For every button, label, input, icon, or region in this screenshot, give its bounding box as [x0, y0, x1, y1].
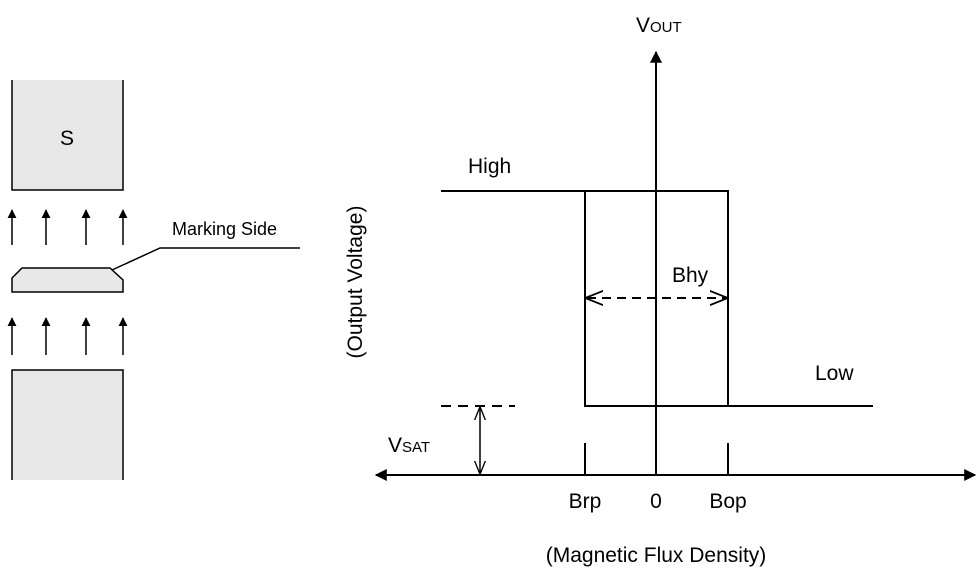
marking-side-label: Marking Side [172, 219, 277, 239]
magnet-bottom [11, 369, 124, 480]
low-label: Low [815, 362, 854, 385]
hysteresis-label: Bhy [672, 264, 709, 287]
sensor-package [11, 267, 124, 293]
x-tick-label: 0 [650, 490, 662, 513]
y-title-main: V [636, 14, 650, 37]
leader-line [111, 247, 300, 271]
y-title-sub: OUT [650, 19, 682, 36]
high-label: High [468, 155, 511, 178]
x-tick-label: Bop [709, 490, 746, 513]
hysteresis-loop [584, 190, 729, 407]
magnet-top [11, 80, 124, 191]
saturation-label: VSAT [388, 434, 430, 457]
sat-sub: SAT [402, 439, 430, 456]
magnet-label: S [60, 127, 74, 150]
y-axis-label: (Output Voltage) [344, 206, 367, 359]
field-arrows-bottom [7, 317, 128, 355]
x-axis-label: (Magnetic Flux Density) [546, 544, 767, 567]
y-axis-title: VOUT [636, 14, 682, 37]
sat-main: V [388, 434, 402, 457]
x-tick-label: Brp [569, 490, 602, 513]
field-arrows-top [7, 209, 128, 245]
